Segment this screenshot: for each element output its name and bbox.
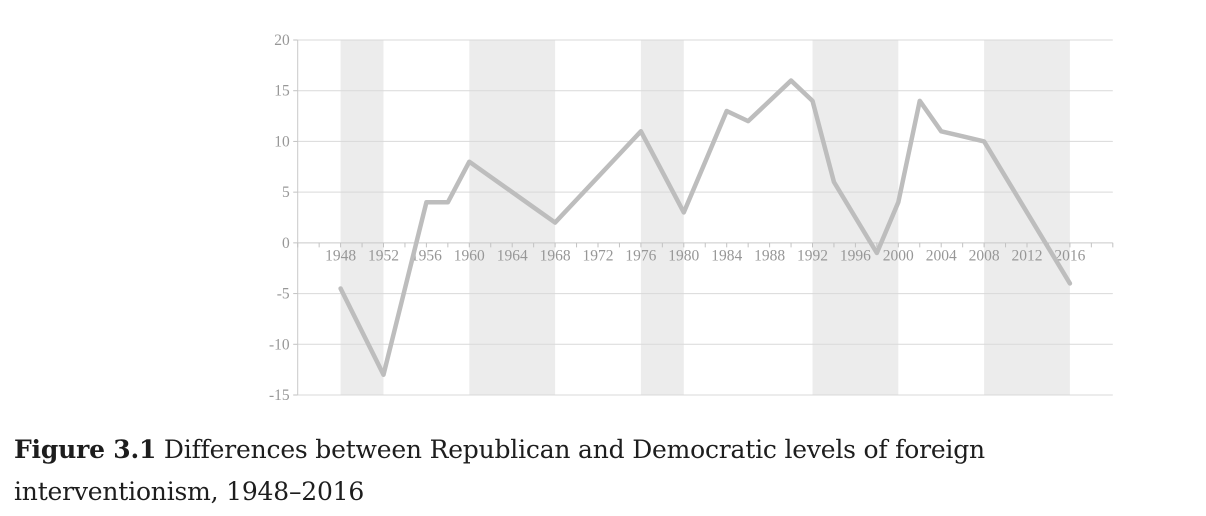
shaded-band — [640, 40, 684, 395]
x-tick-label: 2012 — [1012, 247, 1043, 264]
x-tick-label: 1968 — [540, 247, 571, 264]
figure-caption-line2: interventionism, 1948–2016 — [14, 477, 365, 506]
x-tick-label: 1972 — [583, 247, 614, 264]
x-tick-label: 1996 — [840, 247, 871, 264]
x-tick-label: 1984 — [711, 247, 742, 264]
y-tick-label: 15 — [274, 83, 290, 100]
x-tick-label: 2004 — [926, 247, 957, 264]
x-tick-label: 2008 — [969, 247, 1000, 264]
x-tick-label: 1992 — [797, 247, 828, 264]
x-tick-label: 1952 — [368, 247, 399, 264]
x-tick-label: 1956 — [411, 247, 442, 264]
data-line — [338, 78, 1073, 377]
x-tick-label: 1976 — [625, 247, 656, 264]
x-tick-label: 1960 — [454, 247, 485, 264]
line-chart: -15 -10 -5 0 5 10 15 20 1948 1952 1956 1960 1964 1968… — [269, 32, 1114, 404]
shaded-band — [469, 40, 556, 395]
x-tick-label: 1980 — [668, 247, 699, 264]
figure-caption-line1: Differences between Republican and Democ… — [156, 435, 985, 464]
y-tick-label: 20 — [274, 32, 290, 49]
x-tick-label: 1964 — [497, 247, 528, 264]
y-tick-label: 0 — [282, 235, 290, 252]
y-tick-label: -10 — [269, 336, 290, 353]
y-tick-label: 10 — [274, 133, 290, 150]
x-tick-label: 2000 — [883, 247, 914, 264]
shaded-band — [340, 40, 384, 395]
y-tick-label: -5 — [277, 286, 290, 303]
y-tick-label: 5 — [282, 184, 290, 201]
figure-caption-label: Figure 3.1 — [14, 435, 157, 464]
y-tick-label: -15 — [269, 387, 290, 404]
x-tick-label: 2016 — [1054, 247, 1085, 264]
x-tick-label: 1948 — [325, 247, 356, 264]
x-tick-label: 1988 — [754, 247, 785, 264]
figure-caption: Figure 3.1 Differences between Republica… — [14, 429, 1164, 513]
shaded-band — [984, 40, 1070, 395]
